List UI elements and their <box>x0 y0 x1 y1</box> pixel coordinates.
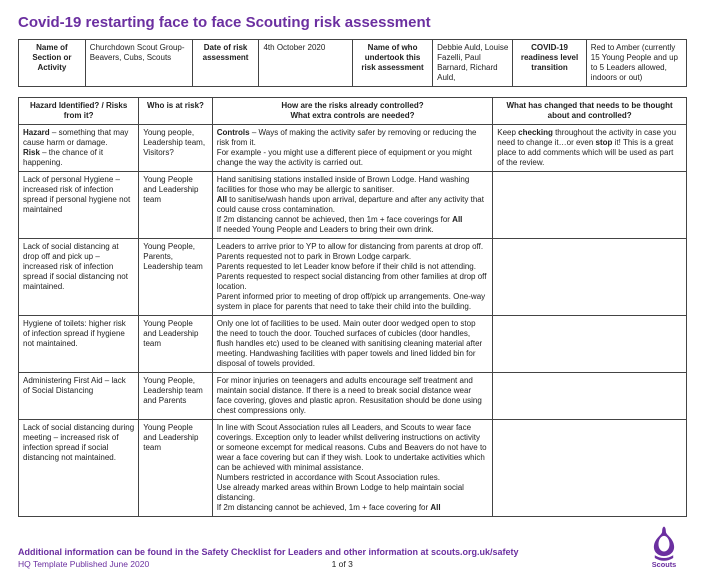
risk-cell: Young People, Parents, Leadership team <box>139 239 212 316</box>
footer: Additional information can be found in t… <box>18 523 687 569</box>
risk-cell <box>493 373 687 420</box>
risk-cell: Leaders to arrive prior to YP to allow f… <box>212 239 493 316</box>
risk-cell: Administering First Aid – lack of Social… <box>19 373 139 420</box>
risk-cell <box>493 239 687 316</box>
risk-cell <box>493 316 687 373</box>
info-h1: Name of Section or Activity <box>19 40 86 87</box>
guidance-cell: Controls – Ways of making the activity s… <box>212 125 493 172</box>
risk-cell <box>493 420 687 517</box>
info-v2: 4th October 2020 <box>259 40 353 87</box>
info-h4: COVID-19 readiness level transition <box>513 40 586 87</box>
scouts-logo-icon: Scouts <box>641 523 687 569</box>
info-table: Name of Section or Activity Churchdown S… <box>18 39 687 87</box>
footer-line1: Additional information can be found in t… <box>18 547 519 557</box>
guidance-cell: Young people, Leadership team, Visitors? <box>139 125 212 172</box>
risk-cell: Young People and Leadership team <box>139 316 212 373</box>
footer-line2: HQ Template Published June 2020 <box>18 559 149 569</box>
risk-cell <box>493 172 687 239</box>
risk-cell: Lack of social distancing during meeting… <box>19 420 139 517</box>
risk-cell: Young People and Leadership team <box>139 172 212 239</box>
risk-cell: For minor injuries on teenagers and adul… <box>212 373 493 420</box>
risk-cell: Hygiene of toilets: higher risk of infec… <box>19 316 139 373</box>
risk-cell: Lack of social distancing at drop off an… <box>19 239 139 316</box>
page-number: 1 of 3 <box>332 559 353 569</box>
risk-cell: Only one lot of facilities to be used. M… <box>212 316 493 373</box>
risk-cell: Young People and Leadership team <box>139 420 212 517</box>
risk-cell: In line with Scout Association rules all… <box>212 420 493 517</box>
guidance-cell: Keep checking throughout the activity in… <box>493 125 687 172</box>
svg-text:Scouts: Scouts <box>652 560 677 569</box>
page-title: Covid-19 restarting face to face Scoutin… <box>18 14 687 31</box>
col-hazard: Hazard Identified? / Risks from it? <box>19 98 139 125</box>
risk-cell: Lack of personal Hygiene – increased ris… <box>19 172 139 239</box>
risk-cell: Hand sanitising stations installed insid… <box>212 172 493 239</box>
info-v3: Debbie Auld, Louise Fazelli, Paul Barnar… <box>433 40 513 87</box>
risk-table: Hazard Identified? / Risks from it? Who … <box>18 97 687 517</box>
guidance-cell: Hazard – something that may cause harm o… <box>19 125 139 172</box>
info-v4: Red to Amber (currently 15 Young People … <box>586 40 686 87</box>
info-h3: Name of who undertook this risk assessme… <box>352 40 432 87</box>
col-who: Who is at risk? <box>139 98 212 125</box>
info-v1: Churchdown Scout Group- Beavers, Cubs, S… <box>85 40 192 87</box>
info-h2: Date of risk assessment <box>192 40 259 87</box>
risk-cell: Young People, Leadership team and Parent… <box>139 373 212 420</box>
col-changed: What has changed that needs to be though… <box>493 98 687 125</box>
col-controls: How are the risks already controlled?Wha… <box>212 98 493 125</box>
